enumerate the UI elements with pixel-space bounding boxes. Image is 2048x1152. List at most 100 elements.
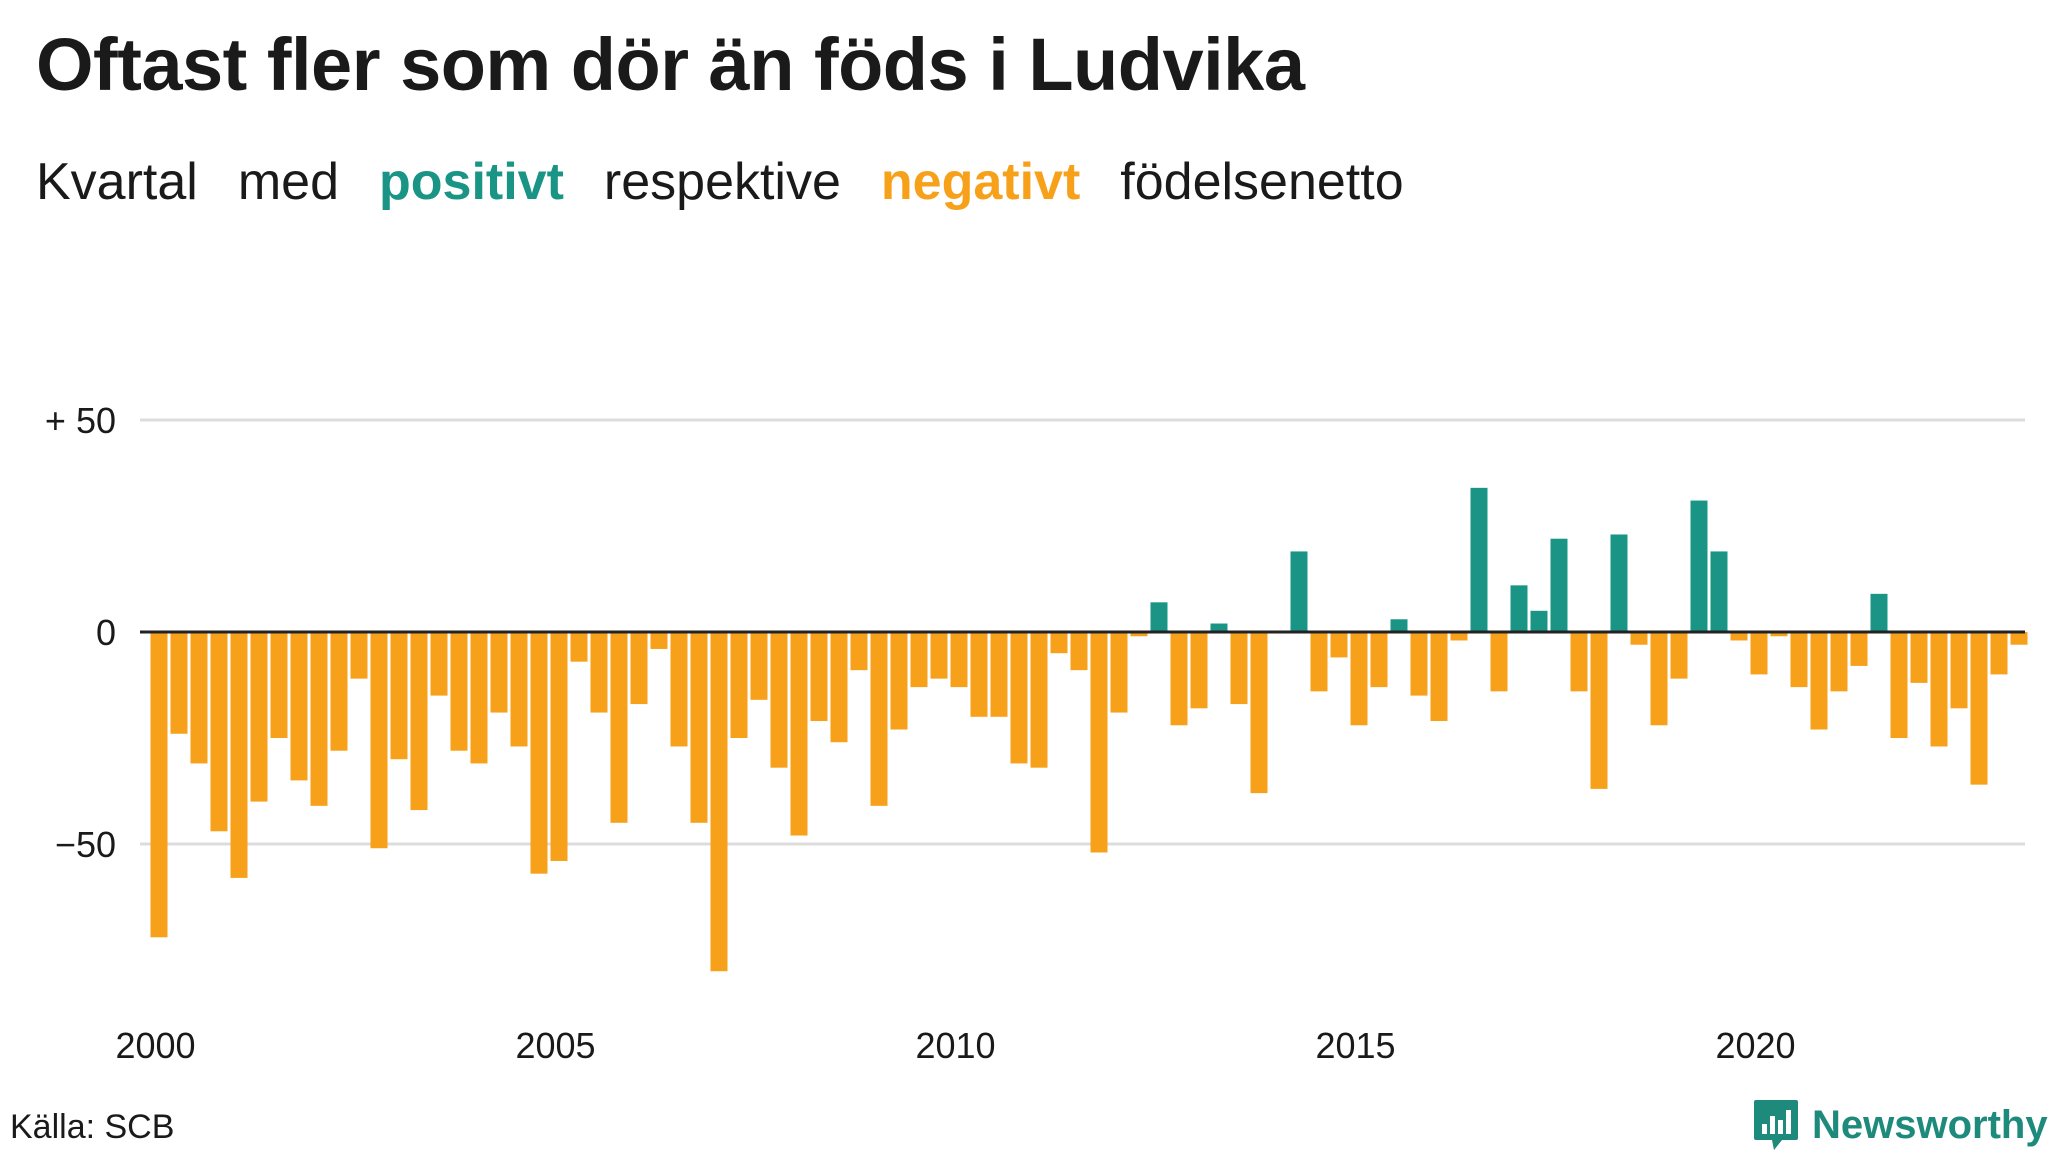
bar xyxy=(430,632,448,696)
legend-positive: positivt xyxy=(379,153,564,211)
bar xyxy=(1550,538,1568,632)
bar xyxy=(350,632,368,679)
x-tick-label: 2020 xyxy=(1715,1025,1795,1066)
bar xyxy=(790,632,808,836)
bar xyxy=(450,632,468,751)
bar xyxy=(1430,632,1448,722)
bar xyxy=(690,632,708,823)
bar xyxy=(830,632,848,743)
subtitle-word-fodelsenetto: födelsenetto xyxy=(1120,153,1404,211)
bar xyxy=(770,632,788,768)
bar xyxy=(570,632,588,662)
bar xyxy=(1970,632,1988,785)
legend-negative: negativt xyxy=(880,153,1081,211)
bar xyxy=(930,632,948,679)
bar xyxy=(1330,632,1348,658)
bar xyxy=(1070,632,1088,671)
bar xyxy=(1510,585,1528,632)
bar xyxy=(650,632,668,649)
bar xyxy=(290,632,308,781)
bar xyxy=(1790,632,1808,688)
bar xyxy=(270,632,288,738)
bar xyxy=(1090,632,1108,853)
bar xyxy=(1710,551,1728,632)
bar xyxy=(1830,632,1848,692)
bar xyxy=(630,632,648,705)
y-tick-label: 0 xyxy=(96,612,116,653)
bar xyxy=(670,632,688,747)
brand-logo: Newsworthy xyxy=(1752,1098,2048,1152)
bar xyxy=(1050,632,1068,654)
bar xyxy=(1670,632,1688,679)
bar xyxy=(1370,632,1388,688)
bar xyxy=(1010,632,1028,764)
bar xyxy=(950,632,968,688)
bar xyxy=(470,632,488,764)
y-tick-label: + 50 xyxy=(45,400,116,441)
bar xyxy=(1690,500,1708,632)
bar xyxy=(1110,632,1128,713)
x-tick-label: 2015 xyxy=(1315,1025,1395,1066)
bar xyxy=(970,632,988,717)
bar xyxy=(1570,632,1588,692)
y-tick-label: −50 xyxy=(55,824,116,865)
bar xyxy=(810,632,828,722)
bar xyxy=(1590,632,1608,789)
bar xyxy=(850,632,868,671)
bar xyxy=(370,632,388,849)
bar xyxy=(1150,602,1168,632)
bar xyxy=(1930,632,1948,747)
x-tick-label: 2005 xyxy=(515,1025,595,1066)
bar xyxy=(1870,593,1888,632)
chart-subtitle: Kvartal med positivt respektive negativt föde… xyxy=(36,152,1444,212)
bar xyxy=(390,632,408,760)
bar xyxy=(1250,632,1268,794)
subtitle-word-kvartal: Kvartal xyxy=(36,153,198,211)
subtitle-word-respektive: respektive xyxy=(603,153,841,211)
bar xyxy=(550,632,568,861)
bar xyxy=(1610,534,1628,632)
chart-title: Oftast fler som dör än föds i Ludvika xyxy=(36,23,1305,106)
bar xyxy=(1530,610,1548,632)
bar xyxy=(1810,632,1828,730)
source-note: Källa: SCB xyxy=(10,1108,175,1146)
bar xyxy=(1290,551,1308,632)
bar xyxy=(250,632,268,802)
bar xyxy=(510,632,528,747)
bar xyxy=(1910,632,1928,683)
bar xyxy=(870,632,888,806)
bar xyxy=(1630,632,1648,645)
bar xyxy=(1990,632,2008,675)
bar xyxy=(1470,487,1488,632)
bar xyxy=(1850,632,1868,666)
bar xyxy=(1950,632,1968,709)
bar xyxy=(1030,632,1048,768)
bar xyxy=(1770,632,1788,637)
bar xyxy=(530,632,548,874)
bar xyxy=(1890,632,1908,738)
bar xyxy=(410,632,428,811)
bar xyxy=(1170,632,1188,726)
bar xyxy=(230,632,248,878)
bar xyxy=(1210,623,1228,632)
bar xyxy=(1350,632,1368,726)
x-tick-label: 2000 xyxy=(115,1025,195,1066)
bar xyxy=(1650,632,1668,726)
bar xyxy=(1130,632,1148,637)
newsworthy-logo-icon xyxy=(1754,1100,1798,1150)
bar xyxy=(150,632,168,938)
bar xyxy=(730,632,748,738)
bar xyxy=(990,632,1008,717)
bar xyxy=(750,632,768,700)
bar xyxy=(590,632,608,713)
bar xyxy=(190,632,208,764)
bar xyxy=(910,632,928,688)
bar xyxy=(1410,632,1428,696)
bar xyxy=(1230,632,1248,705)
bar xyxy=(1310,632,1328,692)
brand-name: Newsworthy xyxy=(1812,1102,2048,1147)
bar xyxy=(490,632,508,713)
bar xyxy=(610,632,628,823)
bar xyxy=(170,632,188,734)
